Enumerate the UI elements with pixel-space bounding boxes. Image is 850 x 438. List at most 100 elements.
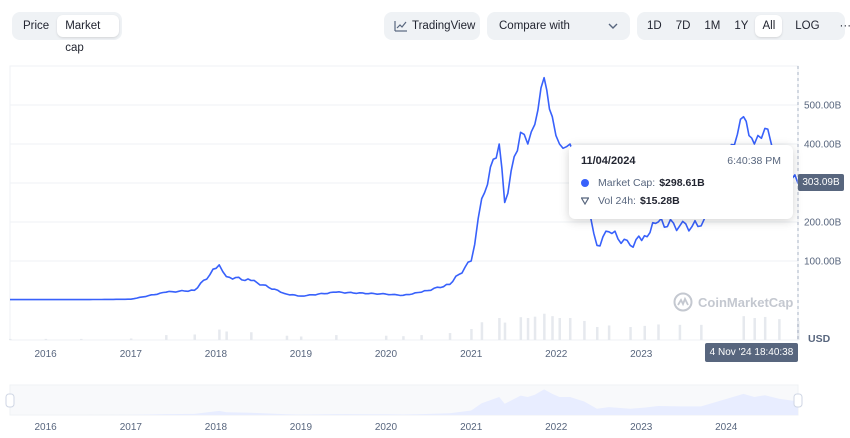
navigator-tick-label: 2017 xyxy=(120,422,143,433)
navigator-handle-left[interactable] xyxy=(5,393,15,408)
volume-bar xyxy=(503,322,507,340)
volume-bar xyxy=(285,335,289,340)
volume-bar xyxy=(551,316,554,340)
volume-bar xyxy=(643,325,646,340)
range-1y[interactable]: 1Y xyxy=(734,20,749,32)
tooltip-market-cap-label: Market Cap: xyxy=(598,177,656,189)
volume-bar xyxy=(9,338,12,340)
volume-bar xyxy=(44,338,48,340)
navigator-handle-right[interactable] xyxy=(793,393,803,408)
navigator-tick-label: 2023 xyxy=(630,422,653,433)
navigator-tick-label: 2022 xyxy=(545,422,568,433)
volume-bar xyxy=(568,318,572,340)
compare-with-label: Compare with xyxy=(499,20,570,32)
tab-price[interactable]: Price xyxy=(23,20,50,32)
volume-bar xyxy=(470,329,473,340)
volume-bar xyxy=(558,318,561,340)
volume-bar xyxy=(129,338,133,340)
more-options-button[interactable]: ··· xyxy=(839,20,850,32)
volume-bar xyxy=(678,324,682,340)
x-tick-label: 2020 xyxy=(375,349,398,360)
watermark-text: CoinMarketCap xyxy=(698,294,794,310)
volume-bar xyxy=(335,335,338,340)
navigator-area xyxy=(10,389,798,415)
x-tick-label: 2021 xyxy=(460,349,483,360)
volume-bar xyxy=(753,318,756,340)
range-7d[interactable]: 7D xyxy=(675,20,691,32)
volume-bar xyxy=(448,333,452,340)
tab-market-cap[interactable]: Market cap xyxy=(57,15,119,54)
volume-icon xyxy=(581,197,589,205)
log-toggle[interactable]: LOG xyxy=(795,20,820,32)
volume-bar xyxy=(299,336,303,340)
volume-bar xyxy=(700,324,703,340)
x-tick-label: 2022 xyxy=(545,349,568,360)
chart-tooltip: 11/04/2024 6:40:38 PM Market Cap: $298.6… xyxy=(569,145,793,219)
volume-bar xyxy=(629,326,632,340)
tooltip-market-cap-value: $298.61B xyxy=(659,177,705,189)
navigator-tick-label: 2019 xyxy=(290,422,313,433)
volume-bar xyxy=(402,336,405,340)
volume-bar xyxy=(526,318,530,340)
tooltip-volume-value: $15.28B xyxy=(639,195,680,207)
volume-bars xyxy=(9,313,800,340)
volume-bar xyxy=(250,332,253,340)
navigator-tick-label: 2021 xyxy=(460,422,483,433)
x-axis: 2016 2017 2018 2019 2020 2021 2022 2023 xyxy=(35,349,653,360)
volume-bar xyxy=(384,335,388,340)
current-value-tag: 303.09B xyxy=(798,174,844,191)
watermark: CoinMarketCap xyxy=(673,292,793,312)
currency-label: USD xyxy=(808,333,831,345)
range-1m[interactable]: 1M xyxy=(704,20,721,32)
navigator-tick-label: 2016 xyxy=(35,422,58,433)
crosshair-date-tag: 4 Nov '24 18:40:38 xyxy=(705,343,798,362)
chevron-down-icon xyxy=(608,23,618,29)
tradingview-label: TradingView xyxy=(412,20,476,32)
volume-bar xyxy=(80,338,83,340)
chart-line-icon xyxy=(394,21,407,32)
y-tick-label: 500.00B xyxy=(804,101,842,112)
tooltip-time: 6:40:38 PM xyxy=(727,155,781,167)
range-all[interactable]: All xyxy=(755,15,783,37)
y-tick-label: 200.00B xyxy=(804,218,842,229)
tradingview-button[interactable]: TradingView xyxy=(384,12,480,40)
x-tick-label: 2023 xyxy=(630,349,653,360)
volume-bar xyxy=(498,318,501,340)
volume-bar xyxy=(742,316,745,340)
market-cap-dot-icon xyxy=(581,179,589,187)
volume-bar xyxy=(583,320,586,340)
compare-with-dropdown[interactable]: Compare with xyxy=(487,12,630,40)
range-1d[interactable]: 1D xyxy=(647,20,662,32)
navigator-tick-label: 2024 xyxy=(715,422,738,433)
y-tick-label: 400.00B xyxy=(804,140,842,151)
x-tick-label: 2018 xyxy=(205,349,228,360)
volume-bar xyxy=(607,325,611,340)
x-tick-label: 2017 xyxy=(120,349,143,360)
volume-bar xyxy=(533,316,537,340)
range-selector: 1D 7D 1M 1Y All LOG ··· xyxy=(637,12,850,40)
volume-bar xyxy=(218,329,221,340)
volume-bar xyxy=(595,326,599,340)
volume-bar xyxy=(193,334,196,340)
volume-bar xyxy=(543,313,546,340)
tooltip-date: 11/04/2024 xyxy=(581,155,636,167)
volume-bar xyxy=(519,317,523,340)
x-tick-label: 2019 xyxy=(290,349,313,360)
navigator-tick-label: 2018 xyxy=(205,422,228,433)
volume-bar xyxy=(420,335,423,340)
volume-bar xyxy=(480,322,484,340)
market-cap-line xyxy=(10,76,799,301)
x-tick-label: 2016 xyxy=(35,349,58,360)
navigator-tick-label: 2020 xyxy=(375,422,398,433)
volume-bar xyxy=(165,335,168,340)
tooltip-volume-label: Vol 24h: xyxy=(598,195,636,207)
view-tabs: Price Market cap xyxy=(12,12,122,54)
volume-bar xyxy=(657,324,660,340)
volume-bar xyxy=(225,331,228,340)
volume-bar xyxy=(778,319,781,340)
navigator-axis: 2016 2017 2018 2019 2020 2021 2022 2023 2024 xyxy=(35,422,738,433)
volume-bar xyxy=(763,316,767,340)
coinmarketcap-logo-icon xyxy=(673,292,693,312)
y-tick-label: 100.00B xyxy=(804,257,842,268)
